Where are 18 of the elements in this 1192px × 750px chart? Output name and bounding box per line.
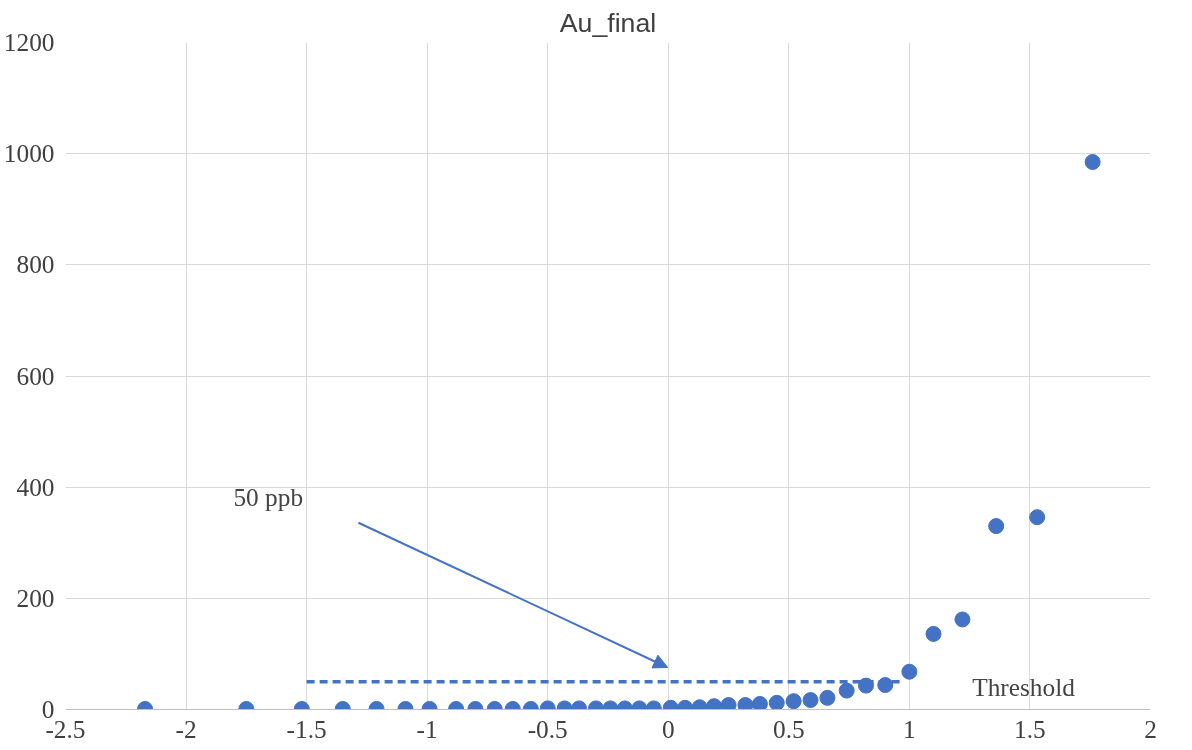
annotation: 50 ppb	[233, 482, 304, 511]
y-tick-label: 1000	[3, 139, 55, 168]
y-tick-label: 400	[16, 472, 55, 501]
y-tick-label: 600	[16, 361, 55, 390]
x-tick-label: 1	[903, 714, 916, 743]
x-tick-label: -1.5	[286, 714, 327, 743]
y-tick-label: 1200	[3, 28, 55, 56]
chart-title: Au_final	[559, 7, 657, 38]
x-tick-label: -0.5	[527, 714, 568, 743]
y-tick-label: 200	[16, 583, 55, 612]
x-tick-label: 0	[661, 714, 675, 743]
x-tick-label: -1	[416, 714, 438, 743]
x-tick-label: 1.5	[1014, 714, 1046, 743]
x-tick-label: 0.5	[773, 714, 805, 743]
x-tick-label: 2	[1144, 714, 1157, 743]
y-tick-label: 800	[16, 250, 55, 279]
x-tick-label: -2	[175, 714, 197, 743]
text: Threshold	[972, 672, 1076, 701]
